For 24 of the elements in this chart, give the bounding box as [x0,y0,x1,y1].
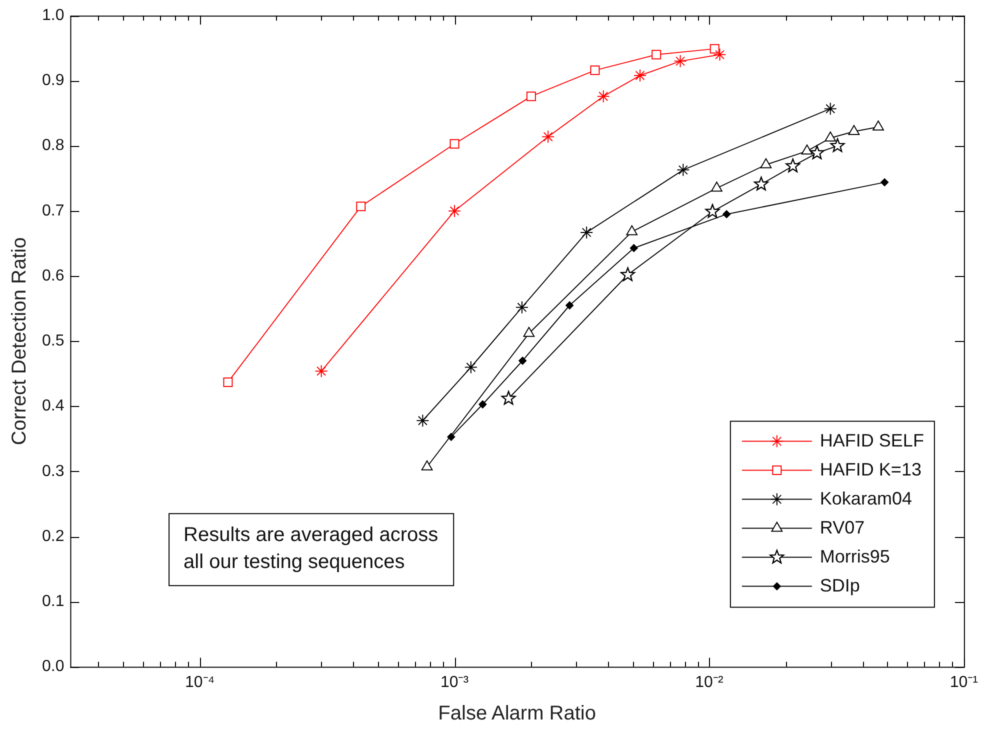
y-tick-label: 0.5 [42,332,64,350]
y-tick-label: 0.4 [42,398,64,415]
y-axis-title: Correct Detection Ratio [8,237,31,446]
legend-label: Kokaram04 [820,488,912,508]
x-tick-label: 10⁻¹ [950,674,978,691]
legend-label: HAFID SELF [820,430,924,450]
x-axis-title: False Alarm Ratio [438,702,596,725]
y-tick-label: 0.0 [42,658,64,676]
y-tick-label: 0.8 [42,137,64,154]
legend-label: RV07 [820,517,865,538]
x-tick-label: 10⁻² [695,674,724,691]
y-tick-label: 0.9 [42,72,64,90]
annotation: Results are averaged across all our testing sequences [184,524,438,574]
x-tick-label: 10⁻³ [440,674,470,691]
x-tick-label: 10⁻⁴ [184,674,215,691]
legend-label: Morris95 [820,546,890,566]
y-tick-label: 0.1 [42,593,64,610]
y-tick-label: 0.6 [42,267,64,284]
y-tick-label: 0.2 [42,528,64,545]
legend-label: SDIp [820,575,860,596]
y-tick-label: 0.3 [42,462,64,480]
y-tick-label: 0.7 [42,202,64,220]
legend-label: HAFID K=13 [820,459,922,480]
y-tick-label: 1.0 [42,7,64,24]
